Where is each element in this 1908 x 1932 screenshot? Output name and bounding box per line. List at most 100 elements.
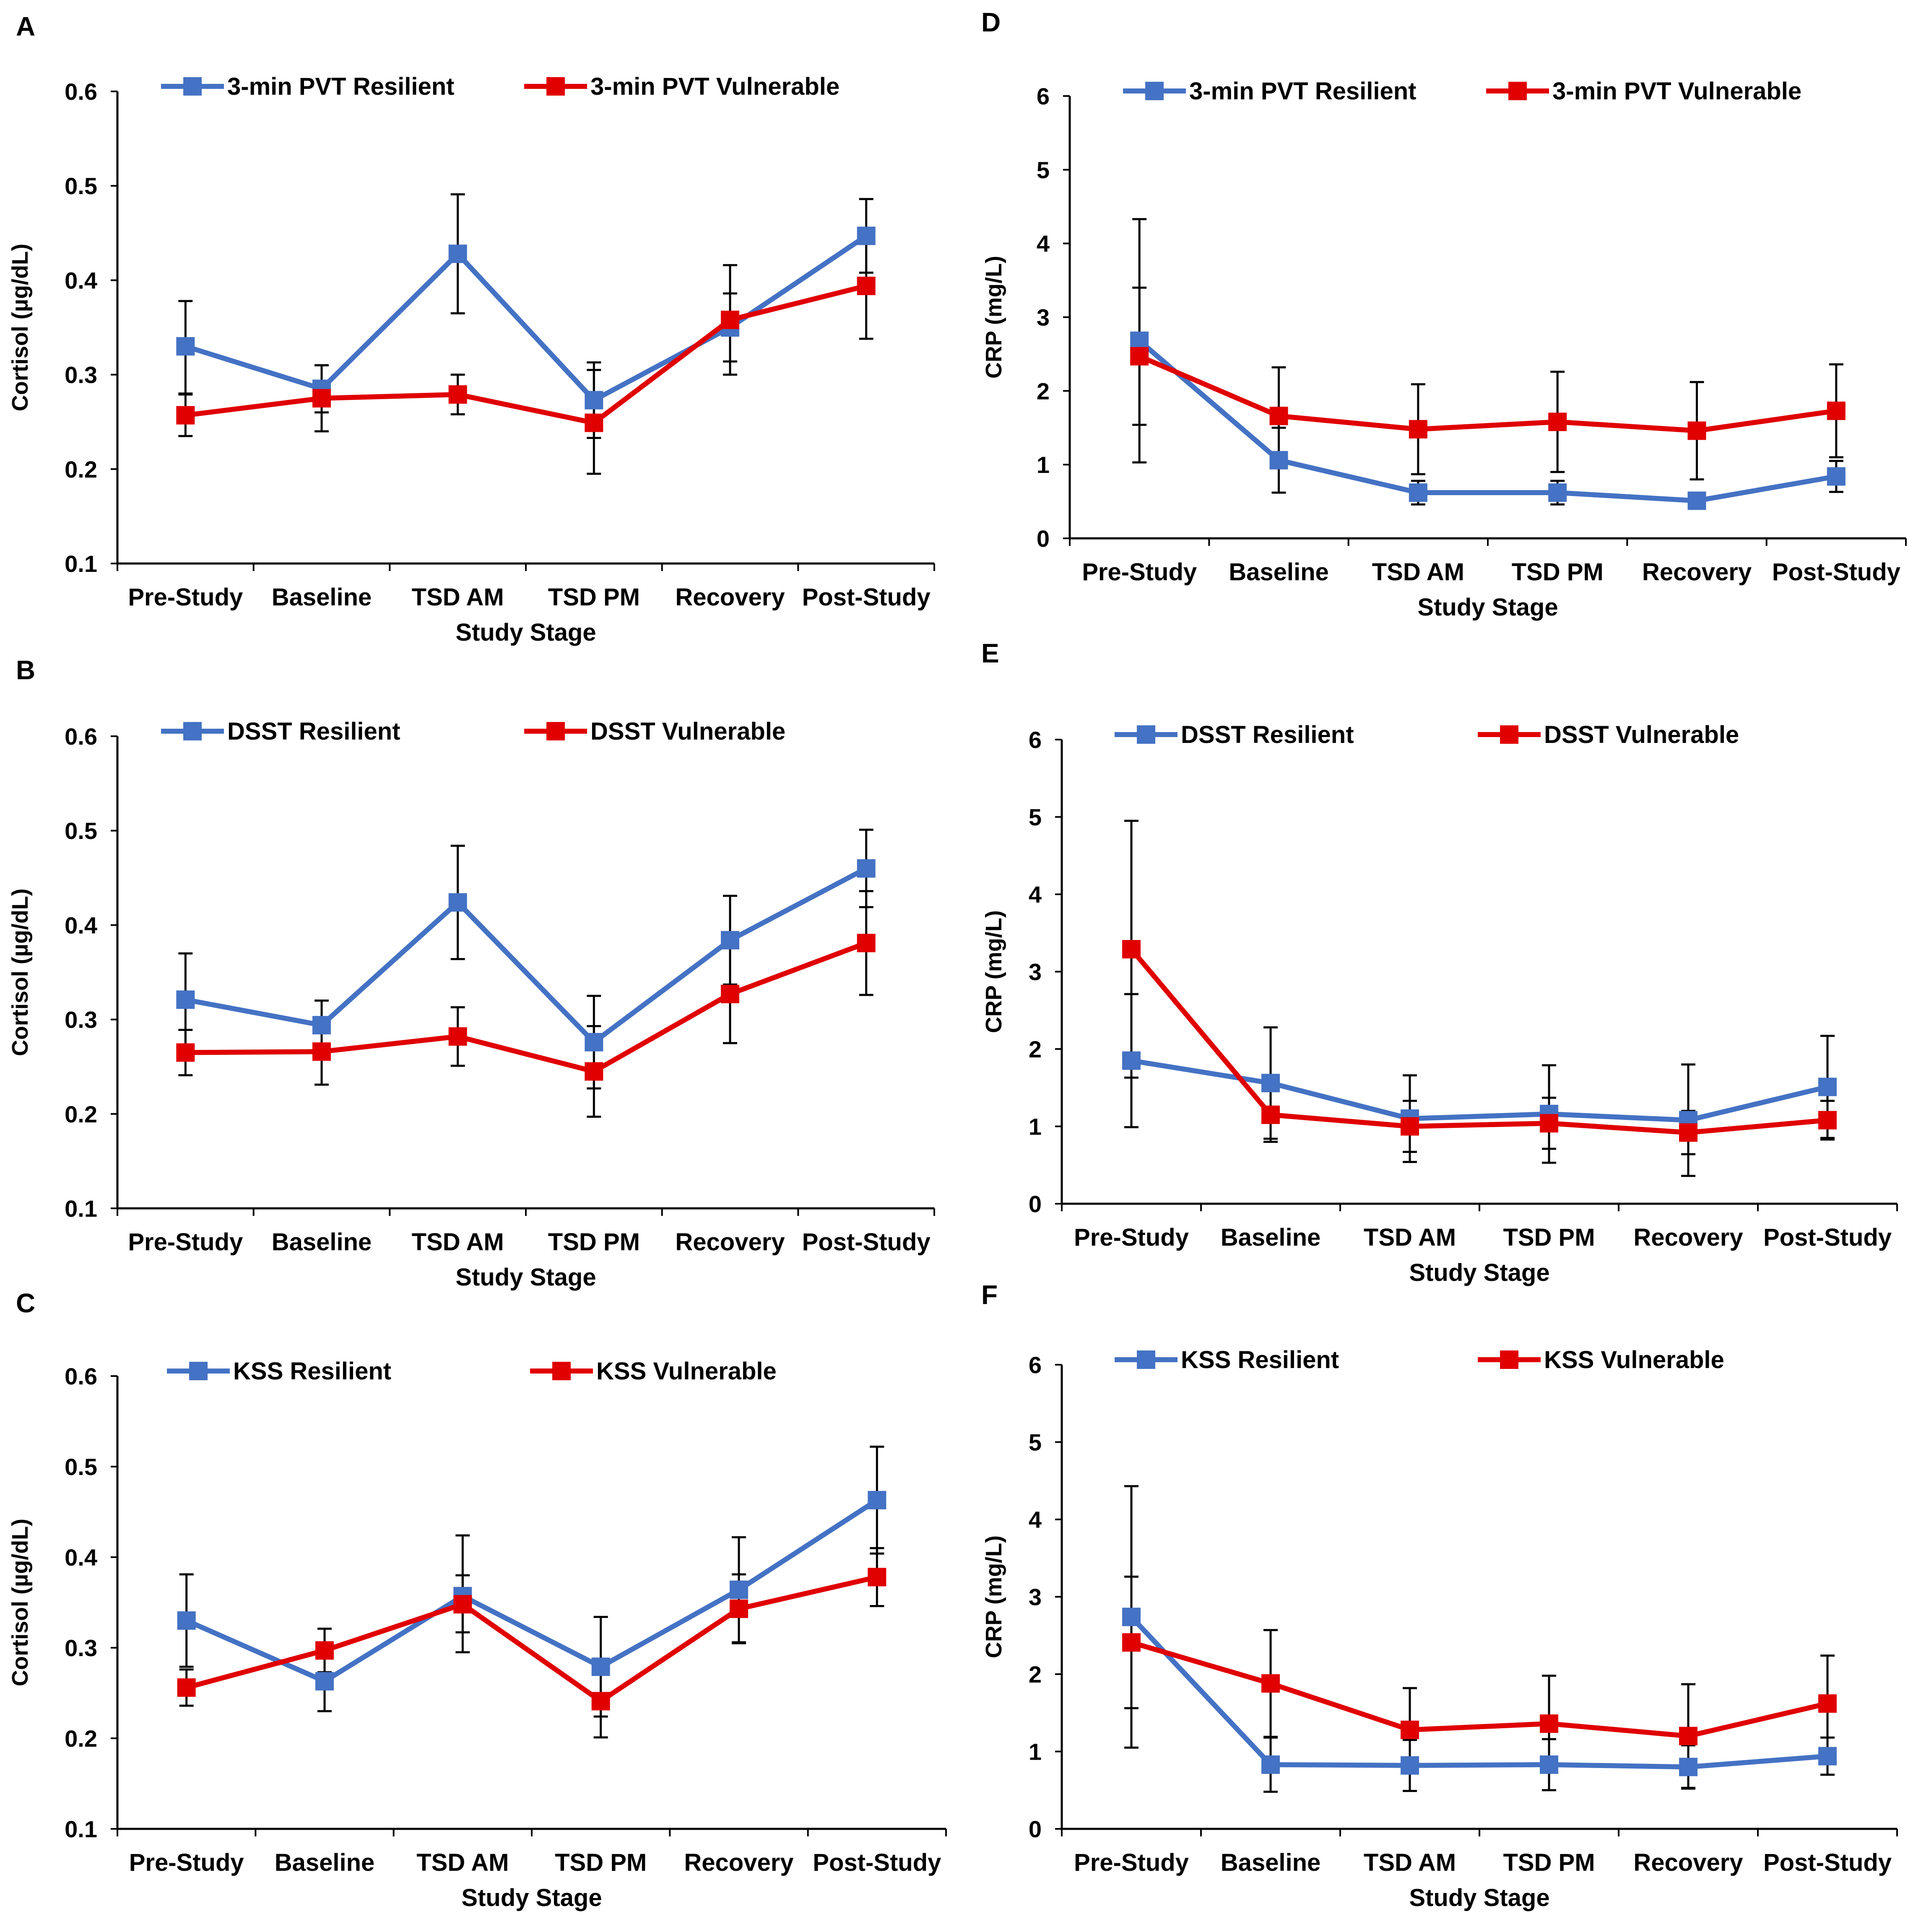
legend-marker-vulnerable [1500, 1350, 1518, 1369]
chart-panel-c: C 0.1 0.2 0.3 0.4 0.5 0.6 Pre-Study Baseline TSD … [8, 1288, 947, 1911]
y-axis-label: CRP (mg/L) [981, 1535, 1006, 1658]
legend-label-vulnerable: DSST Vulnerable [1544, 721, 1739, 748]
x-tick-label: Baseline [1229, 558, 1329, 586]
x-tick-label: TSD AM [412, 584, 504, 611]
x-tick-label: TSD AM [416, 1849, 509, 1876]
x-tick-label: Post-Study [802, 1228, 931, 1256]
data-point-resilient [1269, 451, 1288, 470]
data-point-vulnerable [1548, 413, 1567, 431]
data-point-vulnerable [721, 984, 739, 1003]
x-tick-label: TSD PM [1503, 1224, 1595, 1251]
y-tick-label: 0.5 [65, 818, 97, 844]
data-point-vulnerable [312, 389, 331, 408]
x-tick-label: TSD AM [412, 1228, 504, 1256]
x-tick-label: Pre-Study [129, 1849, 244, 1876]
legend-label-resilient: DSST Resilient [227, 718, 400, 745]
data-point-vulnerable [315, 1641, 334, 1660]
y-tick-label: 6 [1029, 727, 1042, 753]
legend-marker-resilient [1137, 1350, 1155, 1369]
series-line-resilient [185, 1498, 879, 1684]
x-tick-label: Pre-Study [128, 584, 243, 611]
data-point-vulnerable [448, 1027, 467, 1046]
series-line-vulnerable [185, 283, 867, 426]
legend-label-vulnerable: KSS Vulnerable [1544, 1346, 1724, 1374]
y-tick-label: 3 [1037, 304, 1050, 331]
y-tick-label: 0.6 [65, 723, 97, 750]
y-tick-label: 3 [1029, 1584, 1042, 1610]
y-tick-label: 0.3 [65, 1007, 97, 1033]
x-tick-label: Recovery [684, 1849, 793, 1876]
y-tick-label: 2 [1037, 378, 1050, 404]
legend-label-resilient: 3-min PVT Resilient [227, 73, 454, 100]
y-tick-label: 1 [1029, 1739, 1042, 1765]
data-point-vulnerable [585, 413, 603, 432]
data-point-vulnerable [1540, 1714, 1558, 1733]
data-point-vulnerable [1122, 940, 1141, 958]
series-line-vulnerable [1129, 948, 1828, 1135]
y-tick-label: 0 [1029, 1816, 1042, 1842]
y-tick-label: 1 [1029, 1114, 1042, 1140]
data-point-resilient [1261, 1074, 1280, 1093]
x-tick-label: Recovery [1633, 1849, 1743, 1876]
data-point-resilient [1130, 331, 1149, 350]
legend-label-resilient: KSS Resilient [1181, 1346, 1339, 1374]
y-axis-label: CRP (mg/L) [981, 256, 1006, 379]
y-axis-label: Cortisol (µg/dL) [8, 888, 33, 1056]
data-point-resilient [1827, 467, 1846, 486]
data-point-vulnerable [857, 934, 876, 953]
x-axis-label: Study Stage [1409, 1259, 1549, 1286]
legend-marker-vulnerable [546, 722, 565, 740]
legend-marker-vulnerable [552, 1362, 571, 1380]
x-tick-label: Recovery [1642, 558, 1752, 586]
y-tick-label: 6 [1029, 1352, 1042, 1378]
y-tick-label: 0.6 [65, 78, 97, 105]
data-point-resilient [857, 859, 876, 878]
data-point-resilient [1679, 1758, 1697, 1776]
x-tick-label: Baseline [272, 584, 372, 611]
x-tick-label: Post-Study [802, 584, 931, 611]
data-point-vulnerable [1261, 1105, 1280, 1124]
y-tick-label: 0 [1029, 1191, 1042, 1217]
x-tick-label: Pre-Study [1082, 558, 1197, 586]
y-tick-label: 0.4 [65, 267, 97, 293]
data-point-resilient [1122, 1607, 1141, 1626]
legend-marker-resilient [1137, 725, 1155, 744]
x-tick-label: TSD AM [1372, 558, 1464, 586]
legend-marker-vulnerable [546, 77, 565, 96]
series-line-vulnerable [186, 1574, 878, 1704]
chart-panel-f: F 0 1 2 3 4 5 6 Pre-Study Baseline TSD AM TSD PM Rec… [981, 1280, 1898, 1911]
series-line-vulnerable [1138, 354, 1837, 434]
legend-label-resilient: KSS Resilient [233, 1358, 391, 1385]
legend-label-resilient: 3-min PVT Resilient [1189, 78, 1416, 105]
data-point-vulnerable [730, 1600, 748, 1618]
y-tick-label: 0.2 [65, 1101, 97, 1127]
data-point-resilient [176, 990, 195, 1009]
x-tick-label: Recovery [675, 584, 785, 611]
data-point-resilient [721, 931, 739, 950]
legend-label-vulnerable: DSST Vulnerable [590, 718, 785, 745]
panel-label: F [981, 1280, 998, 1310]
y-tick-label: 0.1 [65, 551, 97, 577]
x-axis-label: Study Stage [455, 619, 596, 646]
data-point-vulnerable [1269, 407, 1288, 426]
x-tick-label: TSD PM [1512, 558, 1604, 586]
data-point-resilient [312, 1016, 331, 1035]
legend-marker-vulnerable [1508, 82, 1527, 100]
x-tick-label: Post-Study [1763, 1224, 1892, 1251]
data-point-vulnerable [1409, 420, 1427, 439]
data-point-resilient [1687, 491, 1706, 510]
data-point-resilient [1540, 1755, 1558, 1774]
x-tick-label: Baseline [1221, 1224, 1321, 1251]
data-point-resilient [730, 1580, 748, 1599]
panel-label: D [981, 7, 1001, 37]
x-tick-label: Baseline [272, 1228, 372, 1256]
data-point-vulnerable [312, 1042, 331, 1061]
legend-marker-resilient [189, 1362, 208, 1380]
panel-label: E [981, 638, 999, 668]
legend-label-vulnerable: 3-min PVT Vulnerable [590, 73, 840, 100]
legend-marker-resilient [1145, 82, 1164, 100]
panel-label: A [16, 11, 35, 42]
data-point-vulnerable [1679, 1123, 1697, 1142]
y-tick-label: 0.6 [65, 1363, 97, 1389]
